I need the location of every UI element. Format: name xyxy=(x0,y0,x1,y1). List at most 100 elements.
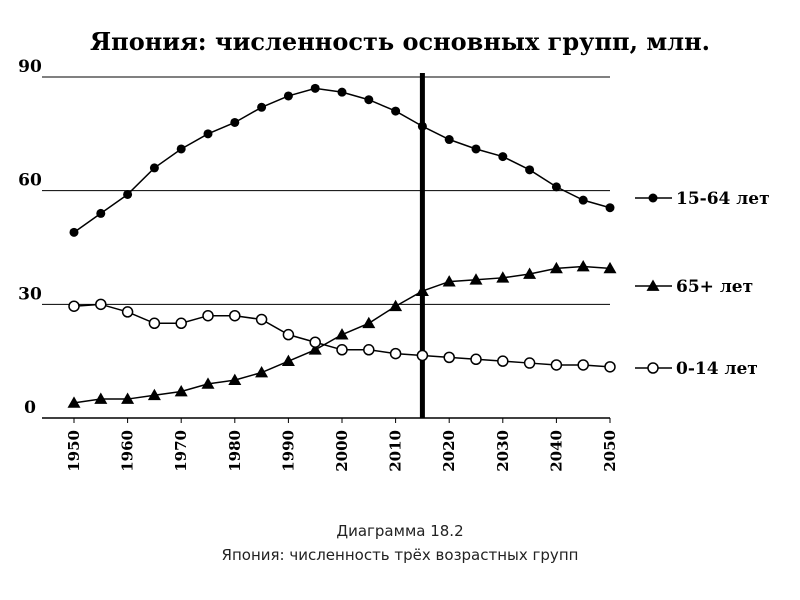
y-tick-label-90: 90 xyxy=(18,57,42,77)
legend-item-2: 0-14 лет xyxy=(635,359,758,379)
data-point xyxy=(176,144,186,154)
x-tick-label-1950: 1950 xyxy=(65,430,83,472)
data-point xyxy=(255,313,268,326)
data-point xyxy=(605,203,615,213)
data-point xyxy=(577,359,589,371)
data-point xyxy=(364,95,374,105)
data-point xyxy=(281,354,295,367)
legend-item-1: 65+ лет xyxy=(635,277,753,297)
data-point xyxy=(603,261,617,274)
legend-label: 15-64 лет xyxy=(676,189,770,209)
data-point xyxy=(175,317,187,330)
y-tick-label-60: 60 xyxy=(18,171,42,191)
data-point xyxy=(523,357,536,369)
series-0 xyxy=(69,83,615,237)
data-point xyxy=(69,227,79,237)
series-line-0 xyxy=(73,87,611,233)
data-point xyxy=(95,298,107,311)
data-point xyxy=(149,163,159,173)
legend-item-0: 15-64 лет xyxy=(635,189,770,209)
x-tick-label-1970: 1970 xyxy=(172,430,190,472)
legend-marker xyxy=(648,193,658,203)
x-tick-label-2030: 2030 xyxy=(494,430,512,472)
x-tick-label-1980: 1980 xyxy=(226,430,244,472)
data-point xyxy=(148,317,161,330)
x-tick-label-2020: 2020 xyxy=(440,430,458,472)
legend-label: 0-14 лет xyxy=(676,359,758,379)
data-point xyxy=(121,392,135,404)
data-point xyxy=(230,117,240,127)
data-point xyxy=(443,351,455,364)
grid xyxy=(42,76,610,305)
data-point xyxy=(255,366,269,378)
y-tick-label-30: 30 xyxy=(18,284,42,304)
data-point xyxy=(415,284,429,296)
data-point xyxy=(497,355,509,367)
data-point xyxy=(337,87,347,97)
data-point xyxy=(389,347,402,360)
data-point xyxy=(363,344,375,356)
data-point xyxy=(203,129,213,139)
legend: 15-64 лет 65+ лет 0-14 лет xyxy=(635,189,770,379)
data-point xyxy=(96,208,106,218)
data-point xyxy=(389,299,403,312)
data-point xyxy=(498,152,508,162)
data-point xyxy=(578,195,588,205)
x-axis-ticks: 1950 1960 1970 1980 1990 2000 2010 2020 2030 2040… xyxy=(65,418,619,472)
data-point xyxy=(362,316,376,329)
series xyxy=(67,83,617,408)
data-point xyxy=(202,309,214,322)
data-point xyxy=(525,165,535,175)
figure-caption-number: Диаграмма 18.2 xyxy=(336,522,464,540)
data-point xyxy=(67,396,81,408)
data-point xyxy=(282,328,295,341)
data-point xyxy=(121,306,134,318)
data-point xyxy=(174,384,188,397)
y-tick-label-0: 0 xyxy=(24,398,36,418)
data-point xyxy=(576,259,590,272)
data-point xyxy=(442,275,456,287)
data-point xyxy=(523,267,537,279)
data-point xyxy=(336,344,348,356)
data-point xyxy=(551,182,561,192)
legend-marker xyxy=(646,279,660,291)
data-point xyxy=(257,102,267,112)
data-point xyxy=(147,388,161,401)
data-point xyxy=(470,353,482,366)
data-point xyxy=(94,392,108,404)
y-axis-ticks: 0 30 60 90 xyxy=(18,57,42,418)
x-tick-label-1960: 1960 xyxy=(119,430,137,472)
x-tick-label-2050: 2050 xyxy=(601,430,619,472)
x-tick-label-1990: 1990 xyxy=(279,430,297,472)
figure-caption-text: Япония: численность трёх возрастных груп… xyxy=(221,546,579,564)
legend-label: 65+ лет xyxy=(676,277,753,297)
data-point xyxy=(310,83,320,93)
x-tick-label-2040: 2040 xyxy=(547,430,565,472)
data-point xyxy=(471,144,481,154)
data-point xyxy=(496,271,510,283)
x-tick-label-2000: 2000 xyxy=(333,430,351,472)
series-2 xyxy=(68,298,616,373)
axes xyxy=(42,73,610,419)
legend-marker xyxy=(647,362,659,374)
data-point xyxy=(228,373,242,385)
data-point xyxy=(283,91,293,101)
data-point xyxy=(335,328,349,340)
data-point xyxy=(416,349,429,362)
chart-title: Япония: численность основных групп, млн. xyxy=(90,27,710,56)
data-point xyxy=(201,377,215,389)
data-point xyxy=(444,135,454,145)
data-point xyxy=(549,261,563,274)
data-point xyxy=(309,336,321,348)
data-point xyxy=(469,273,483,285)
x-tick-label-2010: 2010 xyxy=(387,430,405,472)
data-point xyxy=(391,106,401,116)
data-point xyxy=(308,343,322,355)
series-1 xyxy=(67,259,617,408)
data-point xyxy=(68,300,80,312)
data-point xyxy=(123,189,133,199)
data-point xyxy=(229,309,241,322)
data-point xyxy=(550,359,563,371)
data-point xyxy=(604,361,616,373)
